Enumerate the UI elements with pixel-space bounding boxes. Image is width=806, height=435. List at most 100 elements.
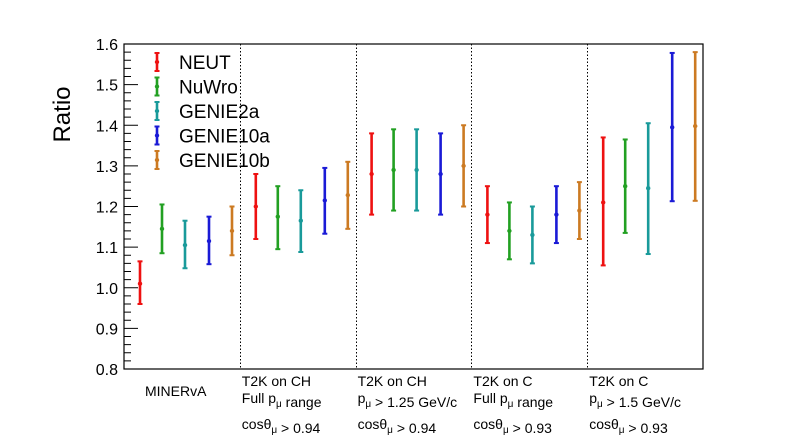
data-point xyxy=(692,51,698,202)
y-tick-label: 1.0 xyxy=(96,281,118,298)
y-tick-label: 1.3 xyxy=(96,159,118,176)
data-point xyxy=(600,136,606,267)
point-marker xyxy=(391,167,396,173)
label-text: > 1.5 GeV/c xyxy=(603,394,681,410)
legend-label: GENIE10a xyxy=(179,127,270,148)
data-point xyxy=(669,51,675,203)
data-point xyxy=(484,185,490,245)
label-subscript: μ xyxy=(503,425,509,435)
label-text: range xyxy=(513,394,553,410)
category-label-line: cosθμ > 0.93 xyxy=(473,416,552,435)
y-axis-ticks: 0.8 0.9 1.0 1.1 1.2 1.3 1.4 1.5 1.6 xyxy=(96,37,138,379)
y-tick-label: 1.6 xyxy=(96,37,118,54)
point-marker xyxy=(577,208,582,213)
y-tick-label: 0.9 xyxy=(96,321,118,338)
data-point xyxy=(253,173,259,240)
point-marker xyxy=(623,183,628,189)
data-points xyxy=(137,51,698,305)
legend-entry: NEUT xyxy=(154,52,231,74)
data-point xyxy=(137,260,143,305)
label-text: > 0.93 xyxy=(509,420,552,435)
label-text: cosθ xyxy=(358,416,388,432)
data-point xyxy=(345,160,351,230)
y-tick-label: 1.2 xyxy=(96,200,118,217)
legend-marker-dot xyxy=(154,157,160,163)
point-marker xyxy=(253,204,258,209)
legend-label: GENIE10b xyxy=(179,151,270,172)
point-marker xyxy=(507,228,512,234)
legend-label: GENIE2a xyxy=(179,102,260,123)
legend-label: NEUT xyxy=(179,53,231,74)
y-tick-label: 1.4 xyxy=(96,118,118,135)
data-point xyxy=(438,132,444,216)
label-text: Full p xyxy=(473,390,507,406)
point-marker xyxy=(414,167,419,173)
point-marker xyxy=(438,171,443,177)
label-text: cosθ xyxy=(473,416,503,432)
label-text: T2K on CH xyxy=(358,373,427,389)
label-subscript: μ xyxy=(365,399,371,410)
label-text: > 0.93 xyxy=(625,420,668,435)
point-marker xyxy=(206,238,212,244)
category-label-line: MINERvA xyxy=(145,383,207,399)
legend: NEUT NuWro GENIE2a GENIE10a GENIE10b xyxy=(154,52,270,172)
label-text: > 0.94 xyxy=(277,420,320,435)
label-text: range xyxy=(282,394,322,410)
category-label-line: Full pμ range xyxy=(242,390,322,410)
point-marker xyxy=(646,186,651,191)
y-axis-label: Ratio xyxy=(49,87,76,143)
point-marker xyxy=(670,125,675,130)
label-text: p xyxy=(358,390,366,406)
data-point xyxy=(298,189,304,253)
category-label-line: pμ > 1.5 GeV/c xyxy=(589,390,681,410)
label-text: T2K on C xyxy=(473,373,532,389)
label-text: > 0.94 xyxy=(393,420,436,435)
point-marker xyxy=(159,226,165,232)
y-tick-label: 1.5 xyxy=(96,78,118,95)
data-point xyxy=(553,185,559,245)
point-marker xyxy=(485,212,490,217)
category-label-line: cosθμ > 0.93 xyxy=(589,416,668,435)
label-subscript: μ xyxy=(597,399,603,410)
data-point xyxy=(461,124,467,208)
label-text: > 1.25 GeV/c xyxy=(371,394,457,410)
label-text: MINERvA xyxy=(145,383,207,399)
data-point xyxy=(506,201,512,261)
label-subscript: μ xyxy=(276,399,282,410)
data-point xyxy=(159,203,165,255)
label-subscript: μ xyxy=(508,399,514,410)
category-label-line: T2K on C xyxy=(589,373,648,389)
category-label-line: Full pμ range xyxy=(473,390,553,410)
legend-marker-dot xyxy=(154,108,160,114)
point-marker xyxy=(229,228,235,234)
label-subscript: μ xyxy=(619,425,625,435)
y-tick-label: 0.8 xyxy=(96,362,118,379)
data-point xyxy=(182,219,188,270)
data-point xyxy=(529,205,535,265)
point-marker xyxy=(322,198,327,203)
category-label-line: T2K on CH xyxy=(358,373,427,389)
point-marker xyxy=(369,171,374,177)
category-label-line: cosθμ > 0.94 xyxy=(358,416,437,435)
legend-entry: GENIE2a xyxy=(154,101,260,123)
legend-label: NuWro xyxy=(179,78,238,99)
label-text: T2K on C xyxy=(589,373,648,389)
category-separators xyxy=(240,44,588,369)
point-marker xyxy=(275,214,280,219)
legend-entry: NuWro xyxy=(154,76,238,99)
point-marker xyxy=(530,232,535,238)
label-text: p xyxy=(589,390,597,406)
label-subscript: μ xyxy=(271,425,277,435)
data-point xyxy=(576,181,582,240)
data-point xyxy=(229,205,235,257)
legend-marker-dot xyxy=(154,59,160,65)
label-subscript: μ xyxy=(387,425,393,435)
label-text: Full p xyxy=(242,390,276,406)
data-point xyxy=(645,122,651,256)
point-marker xyxy=(345,192,350,198)
point-marker xyxy=(182,242,188,248)
data-point xyxy=(391,128,397,212)
label-text: T2K on CH xyxy=(242,373,311,389)
